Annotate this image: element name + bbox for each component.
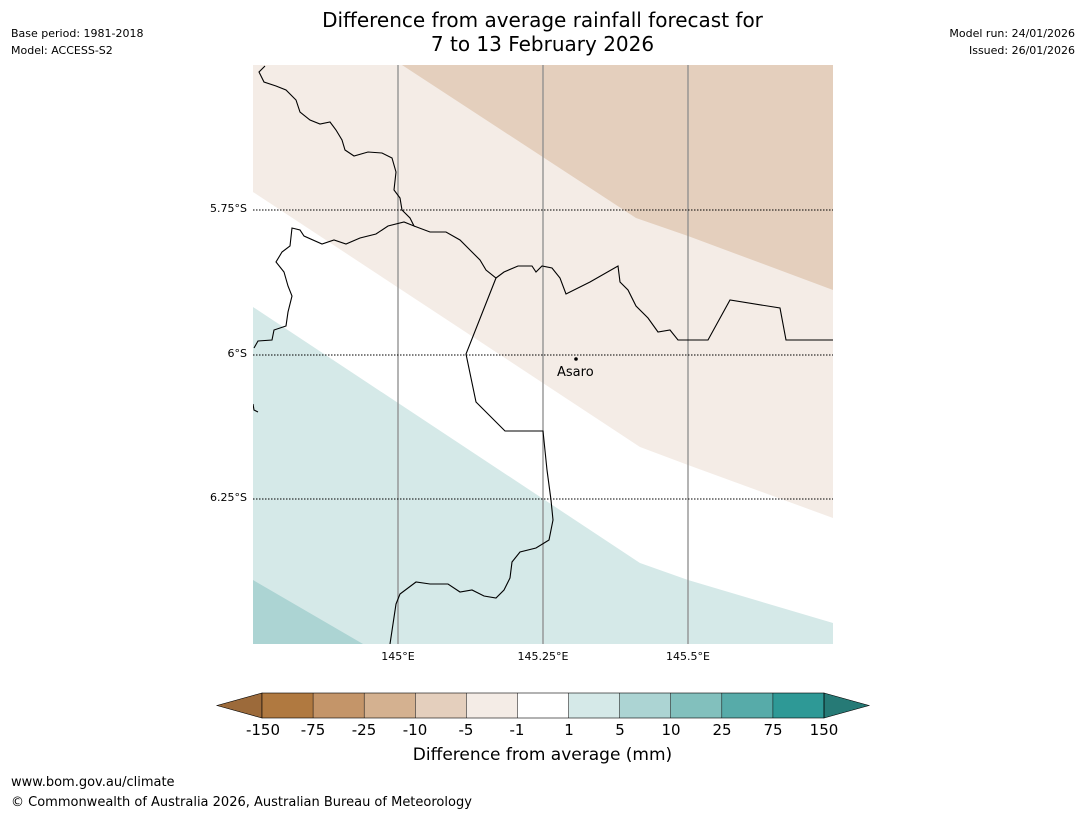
colorbar-segment [619, 693, 672, 718]
colorbar [215, 692, 871, 719]
lon-label-145-5: 145.5°E [666, 650, 710, 663]
lat-label-5-75: 5.75°S [210, 202, 247, 215]
lat-label-6-25: 6.25°S [210, 491, 247, 504]
colorbar-segment [517, 693, 569, 718]
colorbar-tick-label: 25 [712, 721, 732, 739]
model-name: Model: ACCESS-S2 [11, 44, 113, 57]
town-marker-asaro [574, 357, 578, 361]
band-minus-10-to-minus-5 [402, 65, 833, 290]
colorbar-extend-low [215, 692, 263, 719]
colorbar-tick-label: -25 [351, 721, 377, 739]
colorbar-segment [415, 693, 467, 718]
lon-label-145-25: 145.25°E [517, 650, 569, 663]
lat-label-6: 6°S [227, 347, 247, 360]
colorbar-tick-label: -10 [402, 721, 428, 739]
colorbar-tick-label: -75 [300, 721, 326, 739]
colorbar-title: Difference from average (mm) [412, 745, 673, 765]
model-run: Model run: 24/01/2026 [949, 27, 1075, 40]
footer-url[interactable]: www.bom.gov.au/climate [11, 775, 175, 790]
colorbar-tick-label: 1 [564, 721, 574, 739]
colorbar-segment [670, 693, 723, 718]
title-line-2: 7 to 13 February 2026 [430, 32, 655, 56]
band-5-to-10 [253, 580, 363, 644]
colorbar-segment [721, 693, 774, 718]
colorbar-tick-label: -5 [458, 721, 474, 739]
colorbar-extend-high [823, 692, 871, 719]
colorbar-tick-label: -1 [509, 721, 525, 739]
colorbar-tick-label: 150 [809, 721, 839, 739]
map-title: Difference from average rainfall forecas… [0, 8, 1085, 56]
issued-date: Issued: 26/01/2026 [968, 44, 1075, 57]
boundary-central [413, 225, 833, 341]
meta-left: Base period: 1981-2018 Model: ACCESS-S2 [11, 25, 143, 59]
map-area [253, 65, 833, 644]
boundary-west-fragment [253, 403, 259, 413]
base-period: Base period: 1981-2018 [11, 27, 144, 40]
colorbar-tick-label: -150 [245, 721, 281, 739]
colorbar-segment [772, 693, 825, 718]
colorbar-segment [262, 693, 314, 718]
boundary-south [389, 277, 554, 644]
colorbar-tick-label: 5 [615, 721, 625, 739]
province-boundaries [253, 65, 833, 644]
colorbar-segment [466, 693, 518, 718]
colorbar-tick-label: 10 [661, 721, 681, 739]
colorbar-segments [262, 693, 825, 718]
footer-copyright: © Commonwealth of Australia 2026, Austra… [11, 795, 472, 810]
lon-label-145: 145°E [381, 650, 415, 663]
meta-right: Model run: 24/01/2026 Issued: 26/01/2026 [949, 25, 1075, 59]
colorbar-segment [313, 693, 365, 718]
colorbar-segment [364, 693, 416, 718]
colorbar-segment [568, 693, 621, 718]
title-line-1: Difference from average rainfall forecas… [322, 8, 763, 32]
colorbar-tick-label: 75 [763, 721, 783, 739]
colorbar-outline [261, 692, 825, 719]
town-label-asaro: Asaro [557, 365, 594, 380]
